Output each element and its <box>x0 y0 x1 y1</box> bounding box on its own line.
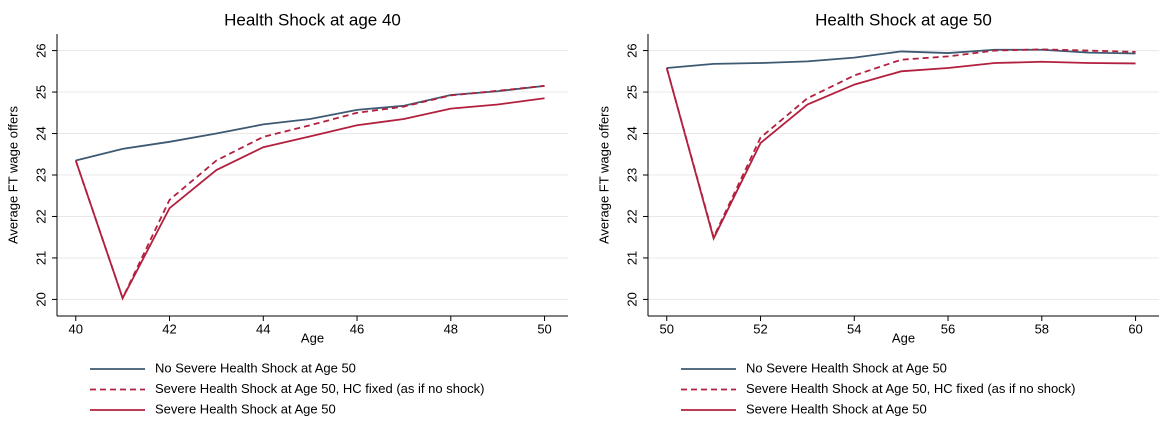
x-tick-label: 56 <box>941 321 955 336</box>
x-axis-label: Age <box>301 330 324 345</box>
x-tick-label: 48 <box>444 321 458 336</box>
y-tick-label: 24 <box>33 126 48 140</box>
y-tick-label: 22 <box>33 209 48 223</box>
series-line <box>74 84 545 301</box>
y-axis-label: Average FT wage offers <box>5 105 20 244</box>
x-tick-label: 58 <box>1035 321 1049 336</box>
legend-label: Severe Health Shock at Age 50, HC fixed … <box>746 381 1076 396</box>
y-tick-label: 20 <box>624 292 639 306</box>
legend-label: Severe Health Shock at Age 50, HC fixed … <box>155 381 485 396</box>
x-tick-label: 42 <box>162 321 176 336</box>
x-tick-label: 60 <box>1128 321 1142 336</box>
y-tick-label: 23 <box>624 168 639 182</box>
x-tick-label: 40 <box>69 321 83 336</box>
y-tick-label: 20 <box>33 292 48 306</box>
y-tick-label: 23 <box>33 168 48 182</box>
x-tick-label: 44 <box>256 321 270 336</box>
x-tick-label: 50 <box>660 321 674 336</box>
y-tick-label: 26 <box>33 43 48 57</box>
chart-title: Health Shock at age 40 <box>224 10 401 29</box>
legend-label: Severe Health Shock at Age 50 <box>746 401 927 416</box>
x-tick-label: 54 <box>847 321 861 336</box>
y-tick-label: 21 <box>33 251 48 265</box>
legend-label: No Severe Health Shock at Age 50 <box>746 360 947 375</box>
x-tick-label: 46 <box>350 321 364 336</box>
y-tick-label: 25 <box>33 85 48 99</box>
chart-title: Health Shock at age 50 <box>815 10 992 29</box>
series-line <box>75 84 545 162</box>
x-tick-label: 52 <box>753 321 767 336</box>
series-line <box>665 60 1136 241</box>
legend-label: No Severe Health Shock at Age 50 <box>155 360 356 375</box>
y-tick-label: 26 <box>624 43 639 57</box>
y-tick-label: 25 <box>624 85 639 99</box>
series-line <box>74 97 545 301</box>
y-tick-label: 21 <box>624 251 639 265</box>
series-line <box>665 48 1136 240</box>
y-axis-label: Average FT wage offers <box>596 105 611 244</box>
legend-label: Severe Health Shock at Age 50 <box>155 401 336 416</box>
x-axis-label: Age <box>892 330 915 345</box>
series-line <box>666 48 1136 69</box>
x-tick-label: 50 <box>537 321 551 336</box>
y-tick-label: 22 <box>624 209 639 223</box>
y-tick-label: 24 <box>624 126 639 140</box>
